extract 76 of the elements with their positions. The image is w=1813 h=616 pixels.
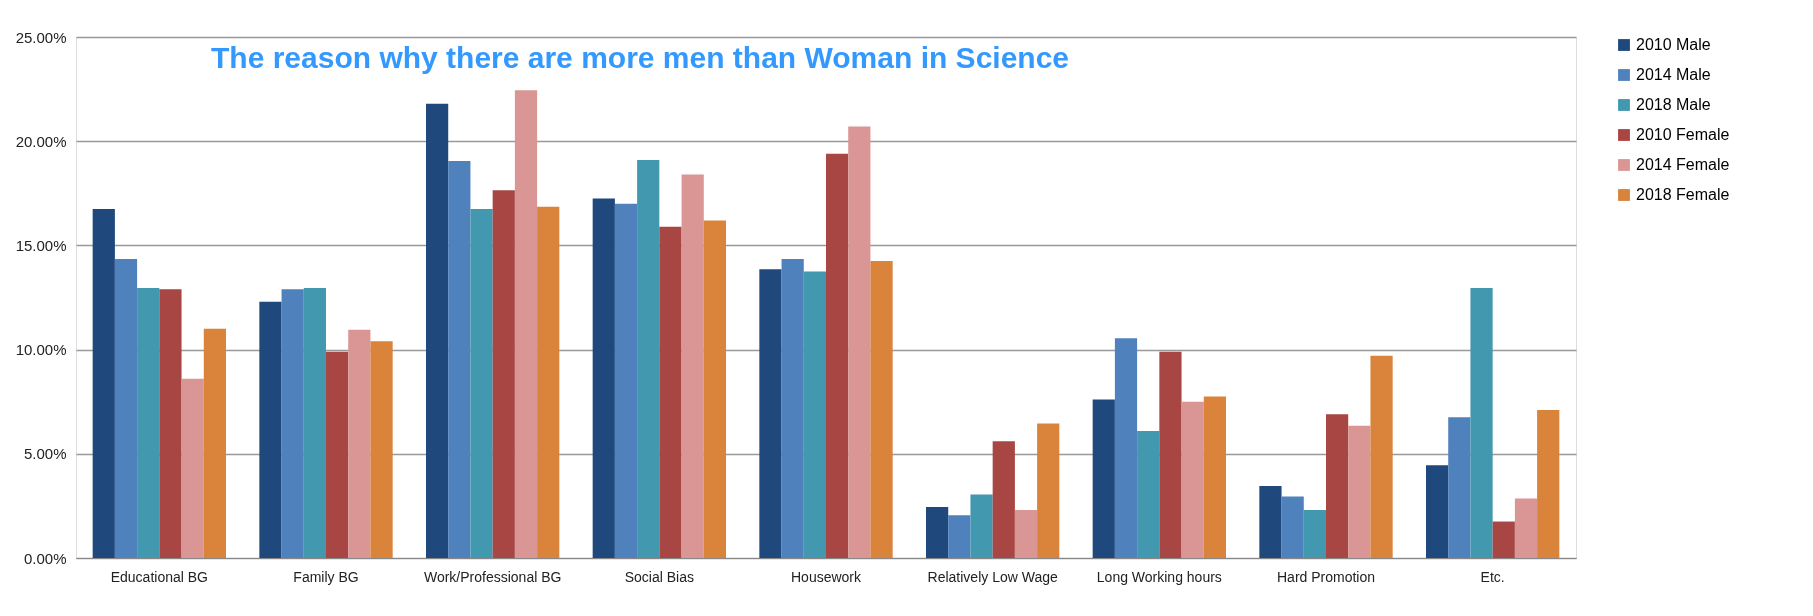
bar [781,258,804,558]
legend-label: 2010 Male [1636,36,1711,53]
bar [1281,496,1304,558]
y-tick-label: 20.00% [15,132,67,150]
legend-label: 2018 Male [1636,96,1711,113]
bar [203,328,226,558]
x-tick-label: Housework [790,568,863,585]
y-tick-label: 5.00% [23,445,67,463]
x-tick-label: Family BG [293,568,359,585]
bar [1514,498,1538,558]
bar [1348,425,1371,558]
bar [659,226,682,558]
legend-label: 2010 Female [1636,126,1730,143]
bar [1137,430,1160,558]
bar [1470,288,1493,558]
bar [1014,510,1038,558]
legend-label: 2018 Female [1636,186,1730,203]
bar [181,378,204,558]
x-tick-label: Social Bias [624,568,694,585]
bar [92,208,115,558]
bar [1181,401,1204,558]
x-tick-label: Long Working hours [1096,568,1222,585]
bar [370,341,393,558]
bar [514,90,538,558]
bar [1448,417,1471,558]
bar [1114,338,1138,558]
bar [448,161,471,558]
bar [992,441,1015,558]
bar [303,288,326,558]
chart-title: The reason why there are more men than Woman in Science [211,41,1070,74]
bar [1037,423,1060,558]
bar [1370,355,1393,558]
bar [1426,465,1449,558]
y-tick-label: 25.00% [15,28,67,46]
bar [926,506,949,558]
bar [492,190,515,558]
y-tick-label: 15.00% [15,236,67,254]
bar [637,159,660,558]
y-tick-label: 10.00% [15,341,67,359]
x-tick-label: Relatively Low Wage [927,568,1058,585]
bar [159,289,182,558]
bar [1303,510,1326,558]
bar [970,494,993,558]
x-tick-label: Educational BG [110,568,208,585]
bar [426,103,449,558]
bar [803,271,826,558]
bar [592,198,615,558]
bar [681,174,704,558]
bar [259,301,282,558]
bar [1159,351,1182,558]
legend-label: 2014 Female [1636,156,1730,173]
bar [826,153,849,558]
bar [870,261,893,558]
x-tick-label: Work/Professional BG [423,568,562,585]
bar [470,208,493,558]
bar [848,126,871,558]
bar [326,351,349,558]
x-tick-label: Hard Promotion [1276,568,1376,585]
bar [281,289,304,558]
bar [1326,414,1349,558]
bar [1203,396,1226,558]
x-tick-label: Etc. [1480,568,1505,585]
bar [614,203,638,558]
bar [537,206,560,558]
bar [759,269,782,558]
bar [1537,410,1560,558]
bar [348,329,371,558]
bar [114,258,138,558]
bar [703,220,726,558]
bar [1492,521,1515,558]
legend-label: 2014 Male [1636,66,1711,83]
y-tick-label: 0.00% [23,549,67,567]
bar [948,515,971,558]
bar [1259,486,1282,558]
bar [137,288,160,558]
bar [1092,399,1115,558]
